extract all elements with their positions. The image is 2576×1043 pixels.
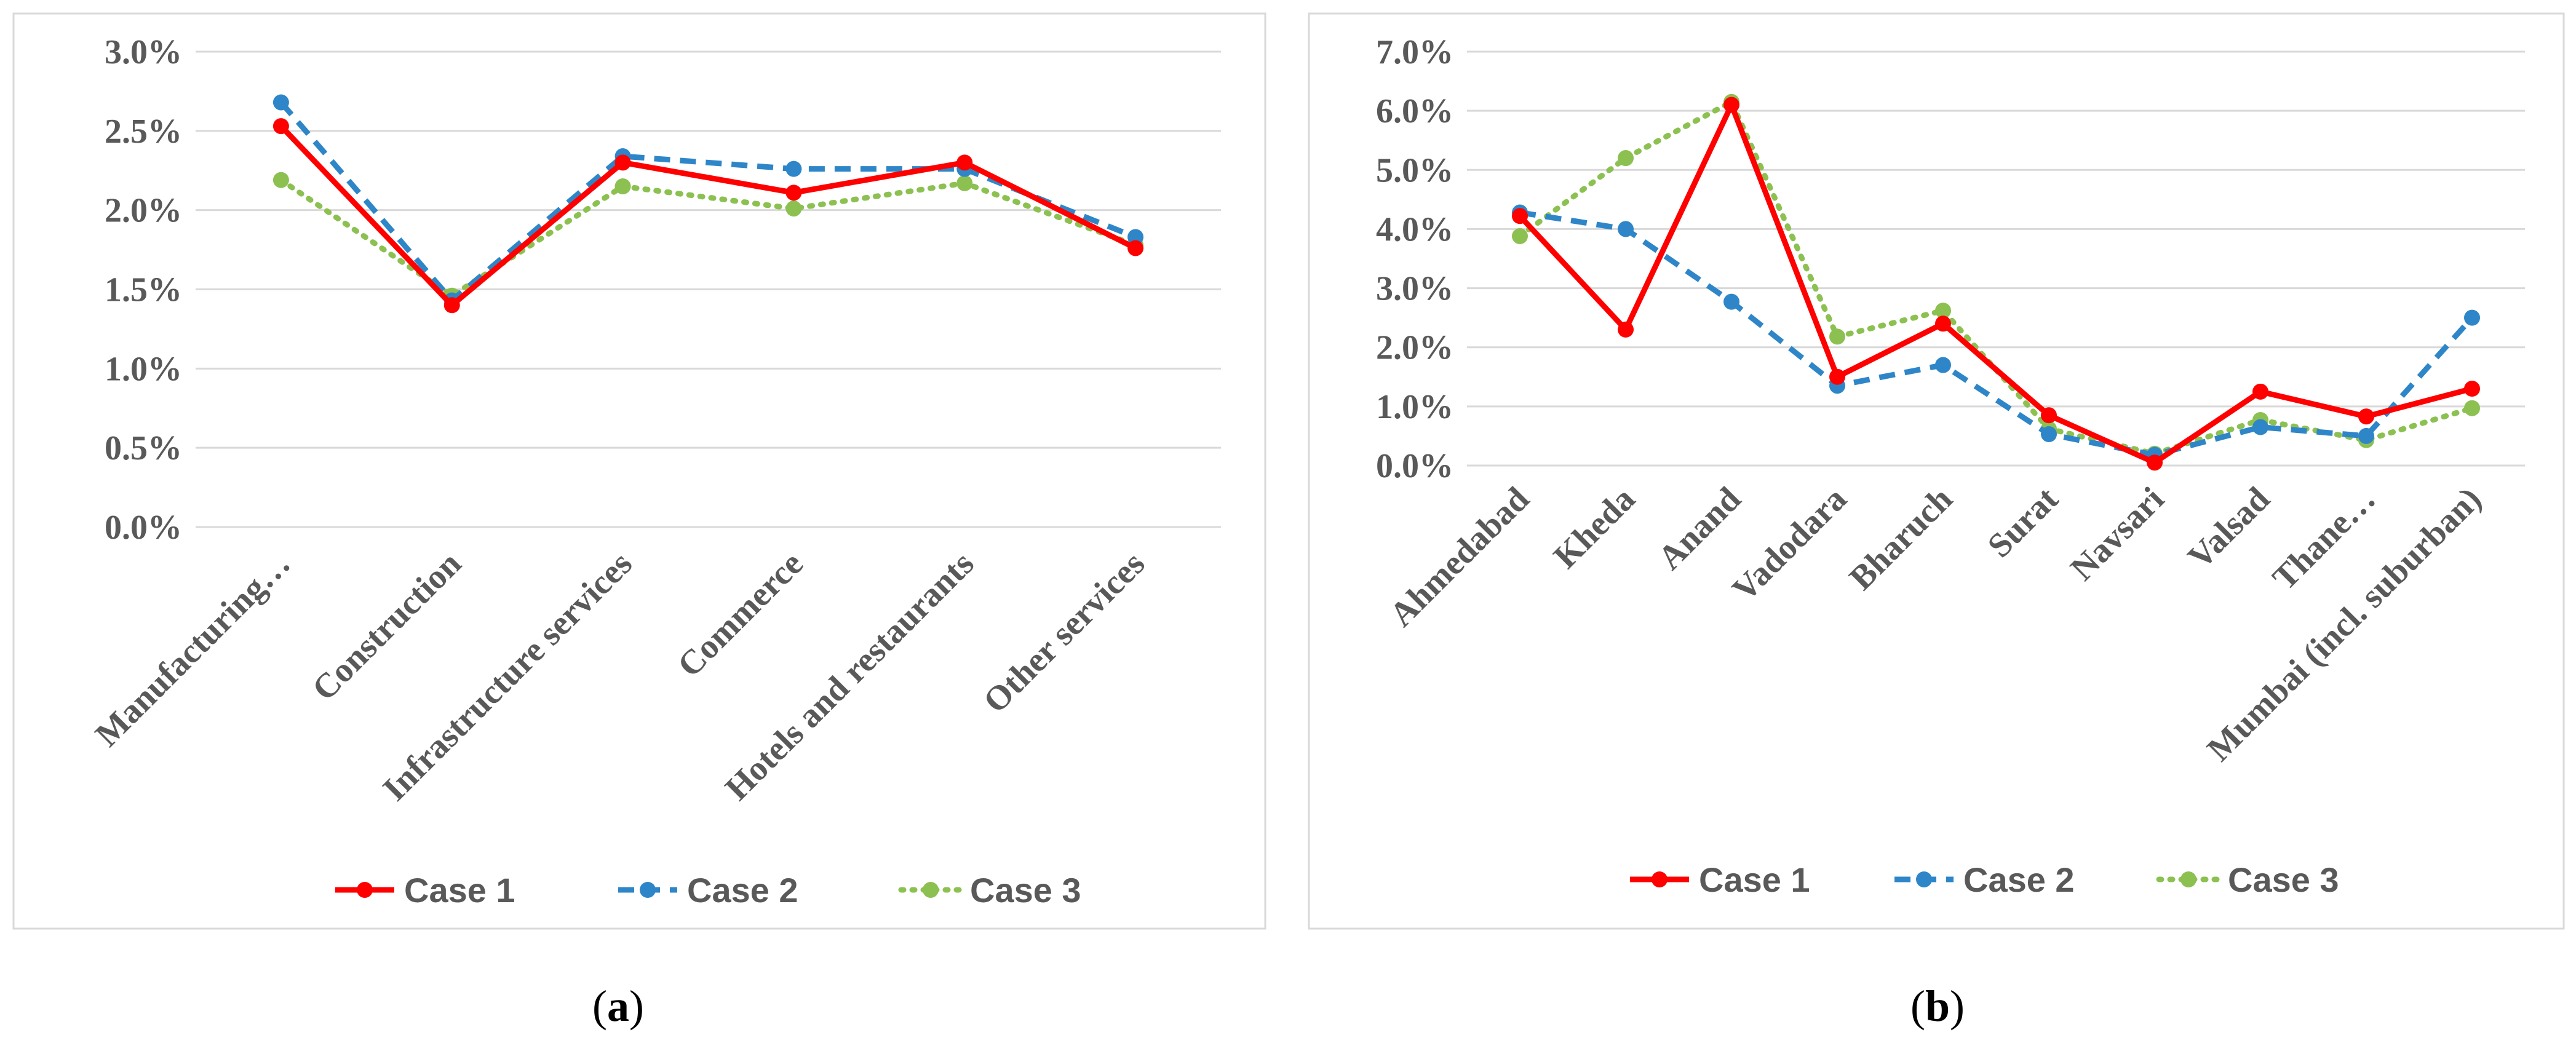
y-tick-label: 0.0% — [1376, 447, 1453, 485]
data-point-case-1 — [785, 184, 802, 201]
panel-b-frame — [1308, 12, 2565, 930]
legend-label: Case 1 — [1699, 860, 1810, 899]
caption-a: (a) — [592, 982, 644, 1031]
legend-marker — [640, 882, 656, 898]
series-line-case-2 — [279, 100, 1137, 304]
y-tick-label: 3.0% — [105, 33, 182, 71]
legend-label: Case 1 — [404, 871, 515, 910]
data-point-case-1 — [1935, 315, 1951, 332]
data-point-case-3 — [2464, 400, 2480, 416]
caption-b: (b) — [1910, 982, 1965, 1031]
data-point-case-1 — [2464, 381, 2480, 397]
legend-marker — [1652, 871, 1668, 887]
legend-marker — [1916, 871, 1932, 887]
y-tick-label: 0.5% — [105, 429, 182, 467]
data-point-case-3 — [1512, 228, 1528, 244]
data-point-case-2 — [272, 94, 289, 111]
data-point-case-1 — [956, 154, 973, 171]
data-point-case-2 — [1127, 229, 1144, 245]
y-tick-label: 2.0% — [105, 192, 182, 230]
data-point-case-2 — [2041, 426, 2057, 443]
data-point-case-1 — [614, 154, 631, 171]
data-point-case-3 — [614, 178, 631, 195]
data-point-case-2 — [2252, 419, 2268, 435]
y-tick-label: 3.0% — [1376, 270, 1453, 308]
y-tick-label: 0.0% — [105, 509, 182, 547]
data-point-case-3 — [785, 200, 802, 217]
legend-label: Case 2 — [687, 871, 798, 910]
legend-label: Case 3 — [970, 871, 1081, 910]
data-point-case-1 — [443, 297, 460, 314]
caption-a-letter: a — [607, 982, 629, 1031]
data-point-case-3 — [272, 172, 289, 188]
y-tick-label: 6.0% — [1376, 92, 1453, 130]
data-point-case-1 — [1127, 240, 1144, 256]
y-tick-label: 4.0% — [1376, 210, 1453, 248]
legend-marker — [357, 882, 373, 898]
legend-marker — [923, 882, 939, 898]
series-line-case-3 — [278, 177, 1139, 299]
data-point-case-2 — [1618, 221, 1634, 237]
data-point-case-1 — [1829, 368, 1845, 385]
legend-marker — [2180, 871, 2196, 887]
data-point-case-1 — [2147, 454, 2163, 471]
y-tick-label: 2.0% — [1376, 329, 1453, 367]
data-point-case-2 — [1935, 357, 1951, 373]
data-point-case-1 — [2252, 383, 2268, 400]
series-line-case-1 — [279, 124, 1137, 308]
legend-label: Case 2 — [1963, 860, 2075, 899]
data-point-case-1 — [1512, 208, 1528, 224]
data-point-case-1 — [1723, 97, 1739, 113]
data-point-case-1 — [272, 118, 289, 135]
y-tick-label: 2.5% — [105, 113, 182, 151]
y-tick-label: 1.0% — [1376, 388, 1453, 426]
y-tick-label: 7.0% — [1376, 33, 1453, 71]
series-line-case-1 — [1517, 102, 2473, 466]
data-point-case-1 — [2041, 407, 2057, 424]
legend-label: Case 3 — [2228, 860, 2339, 899]
caption-b-letter: b — [1925, 982, 1950, 1031]
y-tick-label: 1.5% — [105, 271, 182, 309]
data-point-case-3 — [1829, 328, 1845, 345]
data-point-case-1 — [1618, 321, 1634, 338]
y-tick-label: 5.0% — [1376, 151, 1453, 189]
panel-a-frame — [12, 12, 1266, 930]
data-point-case-3 — [956, 175, 973, 191]
y-tick-label: 1.0% — [105, 350, 182, 388]
data-point-case-3 — [1935, 303, 1951, 319]
data-point-case-2 — [785, 161, 802, 177]
data-point-case-2 — [1723, 293, 1739, 310]
data-point-case-2 — [2464, 309, 2480, 326]
data-point-case-1 — [2358, 408, 2374, 425]
data-point-case-3 — [1618, 150, 1634, 167]
data-point-case-2 — [2358, 427, 2374, 444]
